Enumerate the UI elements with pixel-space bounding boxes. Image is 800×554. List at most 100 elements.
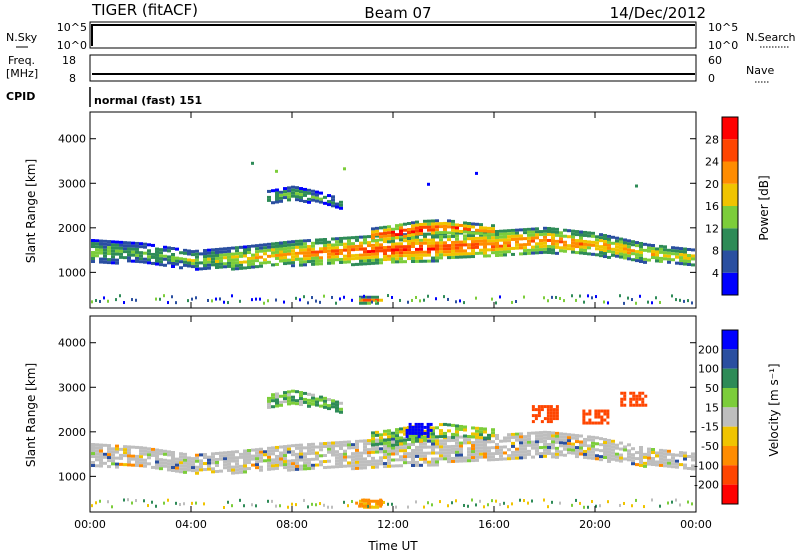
velocity-cell bbox=[143, 464, 147, 468]
velocity-cell bbox=[335, 453, 339, 457]
power-cell bbox=[319, 256, 323, 260]
power-cell bbox=[279, 244, 283, 248]
power-cell bbox=[675, 249, 679, 253]
velocity-cell bbox=[343, 452, 347, 456]
power-cell bbox=[195, 296, 197, 300]
velocity-cell bbox=[619, 441, 623, 445]
velocity-cell bbox=[395, 505, 397, 509]
velocity-cell bbox=[207, 458, 211, 462]
velocity-cell bbox=[627, 455, 631, 459]
velocity-cell bbox=[255, 451, 259, 455]
power-cell bbox=[439, 244, 443, 248]
power-cell bbox=[463, 221, 467, 225]
power-cell bbox=[459, 223, 463, 227]
velocity-cell bbox=[95, 464, 99, 468]
velocity-cell bbox=[475, 432, 479, 436]
velocity-cell bbox=[439, 435, 443, 439]
nsky-label: N.Sky bbox=[6, 31, 38, 44]
velocity-cell bbox=[459, 459, 463, 463]
velocity-cell bbox=[107, 453, 111, 457]
power-cell bbox=[463, 237, 467, 241]
power-cell bbox=[347, 251, 351, 255]
velocity-cell bbox=[111, 505, 113, 509]
power-cell bbox=[323, 294, 325, 298]
power-cell bbox=[163, 248, 167, 252]
power-cell bbox=[183, 248, 187, 252]
power-cell bbox=[515, 299, 517, 303]
power-cell bbox=[439, 241, 443, 245]
velocity-cell bbox=[399, 439, 403, 443]
power-cell bbox=[343, 295, 345, 299]
power-cell bbox=[299, 190, 303, 194]
velocity-cell bbox=[463, 428, 467, 432]
power-cell bbox=[455, 243, 459, 247]
velocity-cell bbox=[539, 452, 543, 456]
power-cell bbox=[411, 224, 415, 228]
y-tick-label: 4000 bbox=[58, 337, 86, 350]
velocity-cell bbox=[331, 465, 335, 469]
power-cell bbox=[99, 248, 103, 252]
velocity-cell bbox=[647, 450, 651, 454]
power-cell bbox=[211, 254, 215, 258]
power-cell bbox=[411, 250, 415, 254]
power-cell bbox=[435, 256, 439, 260]
velocity-cell bbox=[647, 447, 651, 451]
velocity-cell bbox=[638, 397, 642, 401]
velocity-cell bbox=[379, 436, 383, 440]
velocity-cell bbox=[295, 452, 299, 456]
power-cell bbox=[491, 233, 495, 237]
power-cell bbox=[311, 256, 315, 260]
velocity-cell bbox=[655, 451, 659, 455]
power-colorbar-label: Power [dB] bbox=[757, 175, 771, 240]
power-cell bbox=[327, 243, 331, 247]
velocity-cell bbox=[537, 405, 541, 409]
velocity-cell bbox=[359, 460, 363, 464]
velocity-cell bbox=[343, 500, 345, 504]
velocity-cell bbox=[579, 446, 583, 450]
power-cell bbox=[315, 190, 319, 194]
velocity-cell bbox=[355, 442, 359, 446]
power-cell bbox=[403, 245, 407, 249]
power-cell bbox=[107, 252, 111, 256]
velocity-cell bbox=[447, 451, 451, 455]
power-cell bbox=[131, 250, 135, 254]
velocity-cell bbox=[403, 446, 407, 450]
power-cell bbox=[155, 262, 159, 266]
velocity-cell bbox=[603, 418, 607, 422]
velocity-colorbar-segment bbox=[722, 465, 738, 485]
velocity-cell bbox=[407, 461, 411, 465]
velocity-cell bbox=[527, 440, 531, 444]
power-cell bbox=[483, 233, 487, 237]
power-cell bbox=[299, 187, 303, 191]
velocity-cell bbox=[582, 415, 586, 419]
velocity-cell bbox=[571, 451, 575, 455]
velocity-cell bbox=[179, 470, 183, 474]
power-cell bbox=[579, 230, 583, 234]
velocity-cell bbox=[395, 458, 399, 462]
velocity-cell bbox=[387, 432, 391, 436]
velocity-cell bbox=[395, 428, 399, 432]
power-cell bbox=[299, 248, 303, 252]
velocity-cell bbox=[163, 461, 167, 465]
power-cell bbox=[463, 301, 465, 305]
velocity-colorbar-segment bbox=[722, 426, 738, 446]
velocity-cell bbox=[363, 457, 367, 461]
power-cell bbox=[439, 253, 443, 257]
power-cell bbox=[607, 234, 611, 238]
velocity-cell bbox=[683, 466, 687, 470]
velocity-cell bbox=[582, 409, 586, 413]
velocity-cell bbox=[555, 417, 559, 421]
power-cell bbox=[383, 249, 387, 253]
velocity-cell bbox=[546, 405, 550, 409]
velocity-cell bbox=[331, 444, 335, 448]
velocity-cell bbox=[363, 448, 367, 452]
power-cell bbox=[511, 228, 515, 232]
power-cell bbox=[147, 243, 151, 247]
velocity-cell bbox=[399, 436, 403, 440]
velocity-cell bbox=[291, 401, 295, 405]
velocity-cell bbox=[641, 403, 645, 407]
velocity-cell bbox=[491, 455, 495, 459]
velocity-cell bbox=[91, 452, 95, 456]
velocity-cell bbox=[163, 449, 167, 453]
velocity-cell bbox=[515, 438, 519, 442]
